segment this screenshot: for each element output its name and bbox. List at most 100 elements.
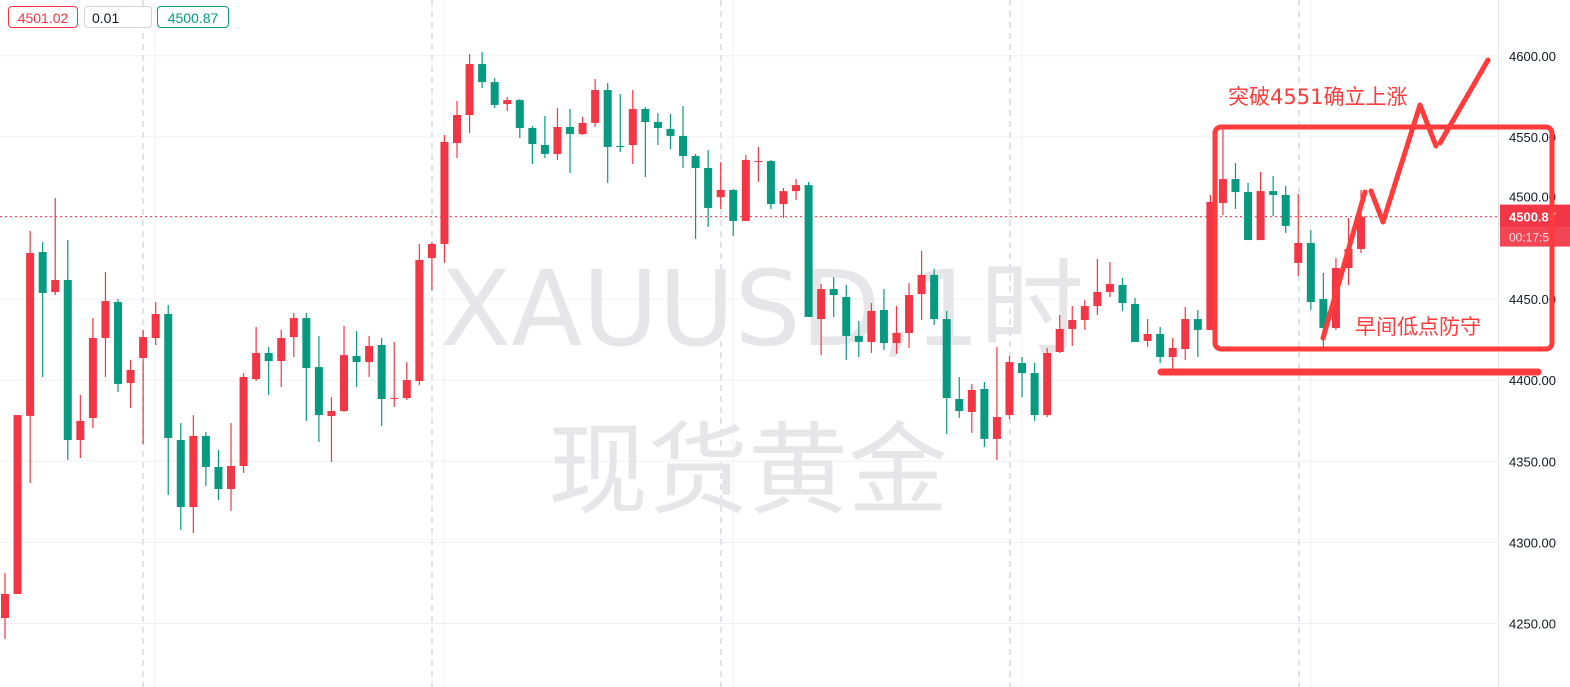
candle — [1218, 127, 1227, 216]
candle-body — [490, 82, 499, 105]
spread-box: 0.01 — [84, 6, 152, 28]
candle-body — [578, 122, 587, 134]
candle-body — [1319, 298, 1328, 328]
candle — [63, 240, 72, 461]
candle-body — [88, 338, 97, 418]
candle — [214, 449, 223, 501]
candle-body — [892, 332, 901, 344]
candle-body — [867, 310, 876, 342]
candle-body — [1068, 320, 1077, 329]
candle — [641, 107, 650, 177]
candle-body — [679, 135, 688, 157]
candle-body — [967, 389, 976, 412]
candle — [804, 181, 813, 317]
candle — [566, 109, 575, 174]
candle — [854, 320, 863, 358]
candle-body — [691, 156, 700, 169]
candle-body — [453, 115, 462, 144]
candle-body — [779, 191, 788, 205]
candle — [1294, 193, 1303, 277]
candle — [691, 153, 700, 239]
projection-stroke-1 — [1320, 189, 1368, 341]
candle-body — [264, 352, 273, 362]
y-tick-label: 4550.00 — [1509, 130, 1556, 145]
candle-body — [1269, 191, 1278, 195]
candle — [289, 313, 298, 358]
candle-body — [879, 309, 888, 344]
price-axis[interactable]: 4250.00 4300.00 4350.00 4400.00 4450.00 4500.… — [1509, 49, 1556, 632]
candle-body — [176, 440, 185, 508]
candle-body — [716, 189, 725, 198]
candle — [352, 331, 361, 388]
candle — [390, 341, 399, 407]
candle — [540, 115, 549, 158]
candle — [1131, 297, 1140, 342]
candle-body — [930, 274, 939, 320]
candle — [892, 306, 901, 354]
candle — [1143, 319, 1152, 347]
candle — [967, 383, 976, 433]
candle-body — [352, 356, 361, 363]
candle — [917, 250, 926, 321]
candle — [1306, 230, 1315, 310]
projection-stroke-3 — [1437, 57, 1491, 146]
candle-body — [1055, 328, 1064, 352]
ask-price-box[interactable]: 4500.87 — [157, 6, 229, 28]
bid-price-box[interactable]: 4501.02 — [8, 6, 78, 28]
candle — [164, 304, 173, 496]
candle — [252, 326, 261, 382]
candle — [603, 83, 612, 183]
candle — [51, 198, 60, 296]
candle — [1181, 307, 1190, 360]
candle-body — [566, 127, 575, 134]
candle — [503, 96, 512, 111]
candle-body — [427, 243, 436, 259]
y-tick-label: 4450.00 — [1509, 292, 1556, 307]
candle — [879, 289, 888, 351]
candle — [1156, 326, 1165, 364]
candle — [101, 272, 110, 377]
candle-body — [1206, 201, 1215, 330]
candle-body — [1181, 319, 1190, 350]
candle — [905, 283, 914, 348]
candle — [1055, 314, 1064, 353]
candle — [402, 362, 411, 400]
candle-body — [741, 159, 750, 221]
candle — [1, 573, 9, 639]
candle-body — [1018, 363, 1027, 374]
candle-body — [1118, 284, 1127, 303]
price-tag-value: 4500.87 — [1509, 210, 1556, 225]
candle-body — [1357, 216, 1366, 249]
candle-body — [1193, 319, 1202, 330]
candle — [528, 126, 537, 164]
candle-body — [63, 279, 72, 441]
candle-body — [189, 435, 198, 508]
candle — [553, 108, 562, 160]
countdown-value: 00:17:5 — [1509, 231, 1549, 245]
candle-body — [38, 252, 47, 293]
candle-body — [1256, 191, 1265, 241]
candle — [1244, 182, 1253, 241]
candle-body — [114, 302, 123, 384]
candle — [1269, 175, 1278, 217]
candle-body — [365, 345, 374, 363]
candle — [729, 188, 738, 237]
candle — [666, 114, 675, 150]
candle — [114, 298, 123, 393]
candle — [515, 98, 524, 139]
candle-body — [126, 369, 135, 383]
candle-body — [1143, 333, 1152, 341]
candle — [277, 329, 286, 388]
candle-body — [955, 399, 964, 412]
candle — [842, 284, 851, 360]
candle-body — [992, 417, 1001, 439]
projection-stroke-2 — [1368, 102, 1439, 225]
candle — [792, 179, 801, 200]
candle-body — [51, 279, 60, 292]
candle-body — [1080, 306, 1089, 321]
candle — [189, 415, 198, 533]
candle — [1030, 363, 1039, 421]
candle-body — [641, 109, 650, 122]
candle-body — [214, 466, 223, 490]
